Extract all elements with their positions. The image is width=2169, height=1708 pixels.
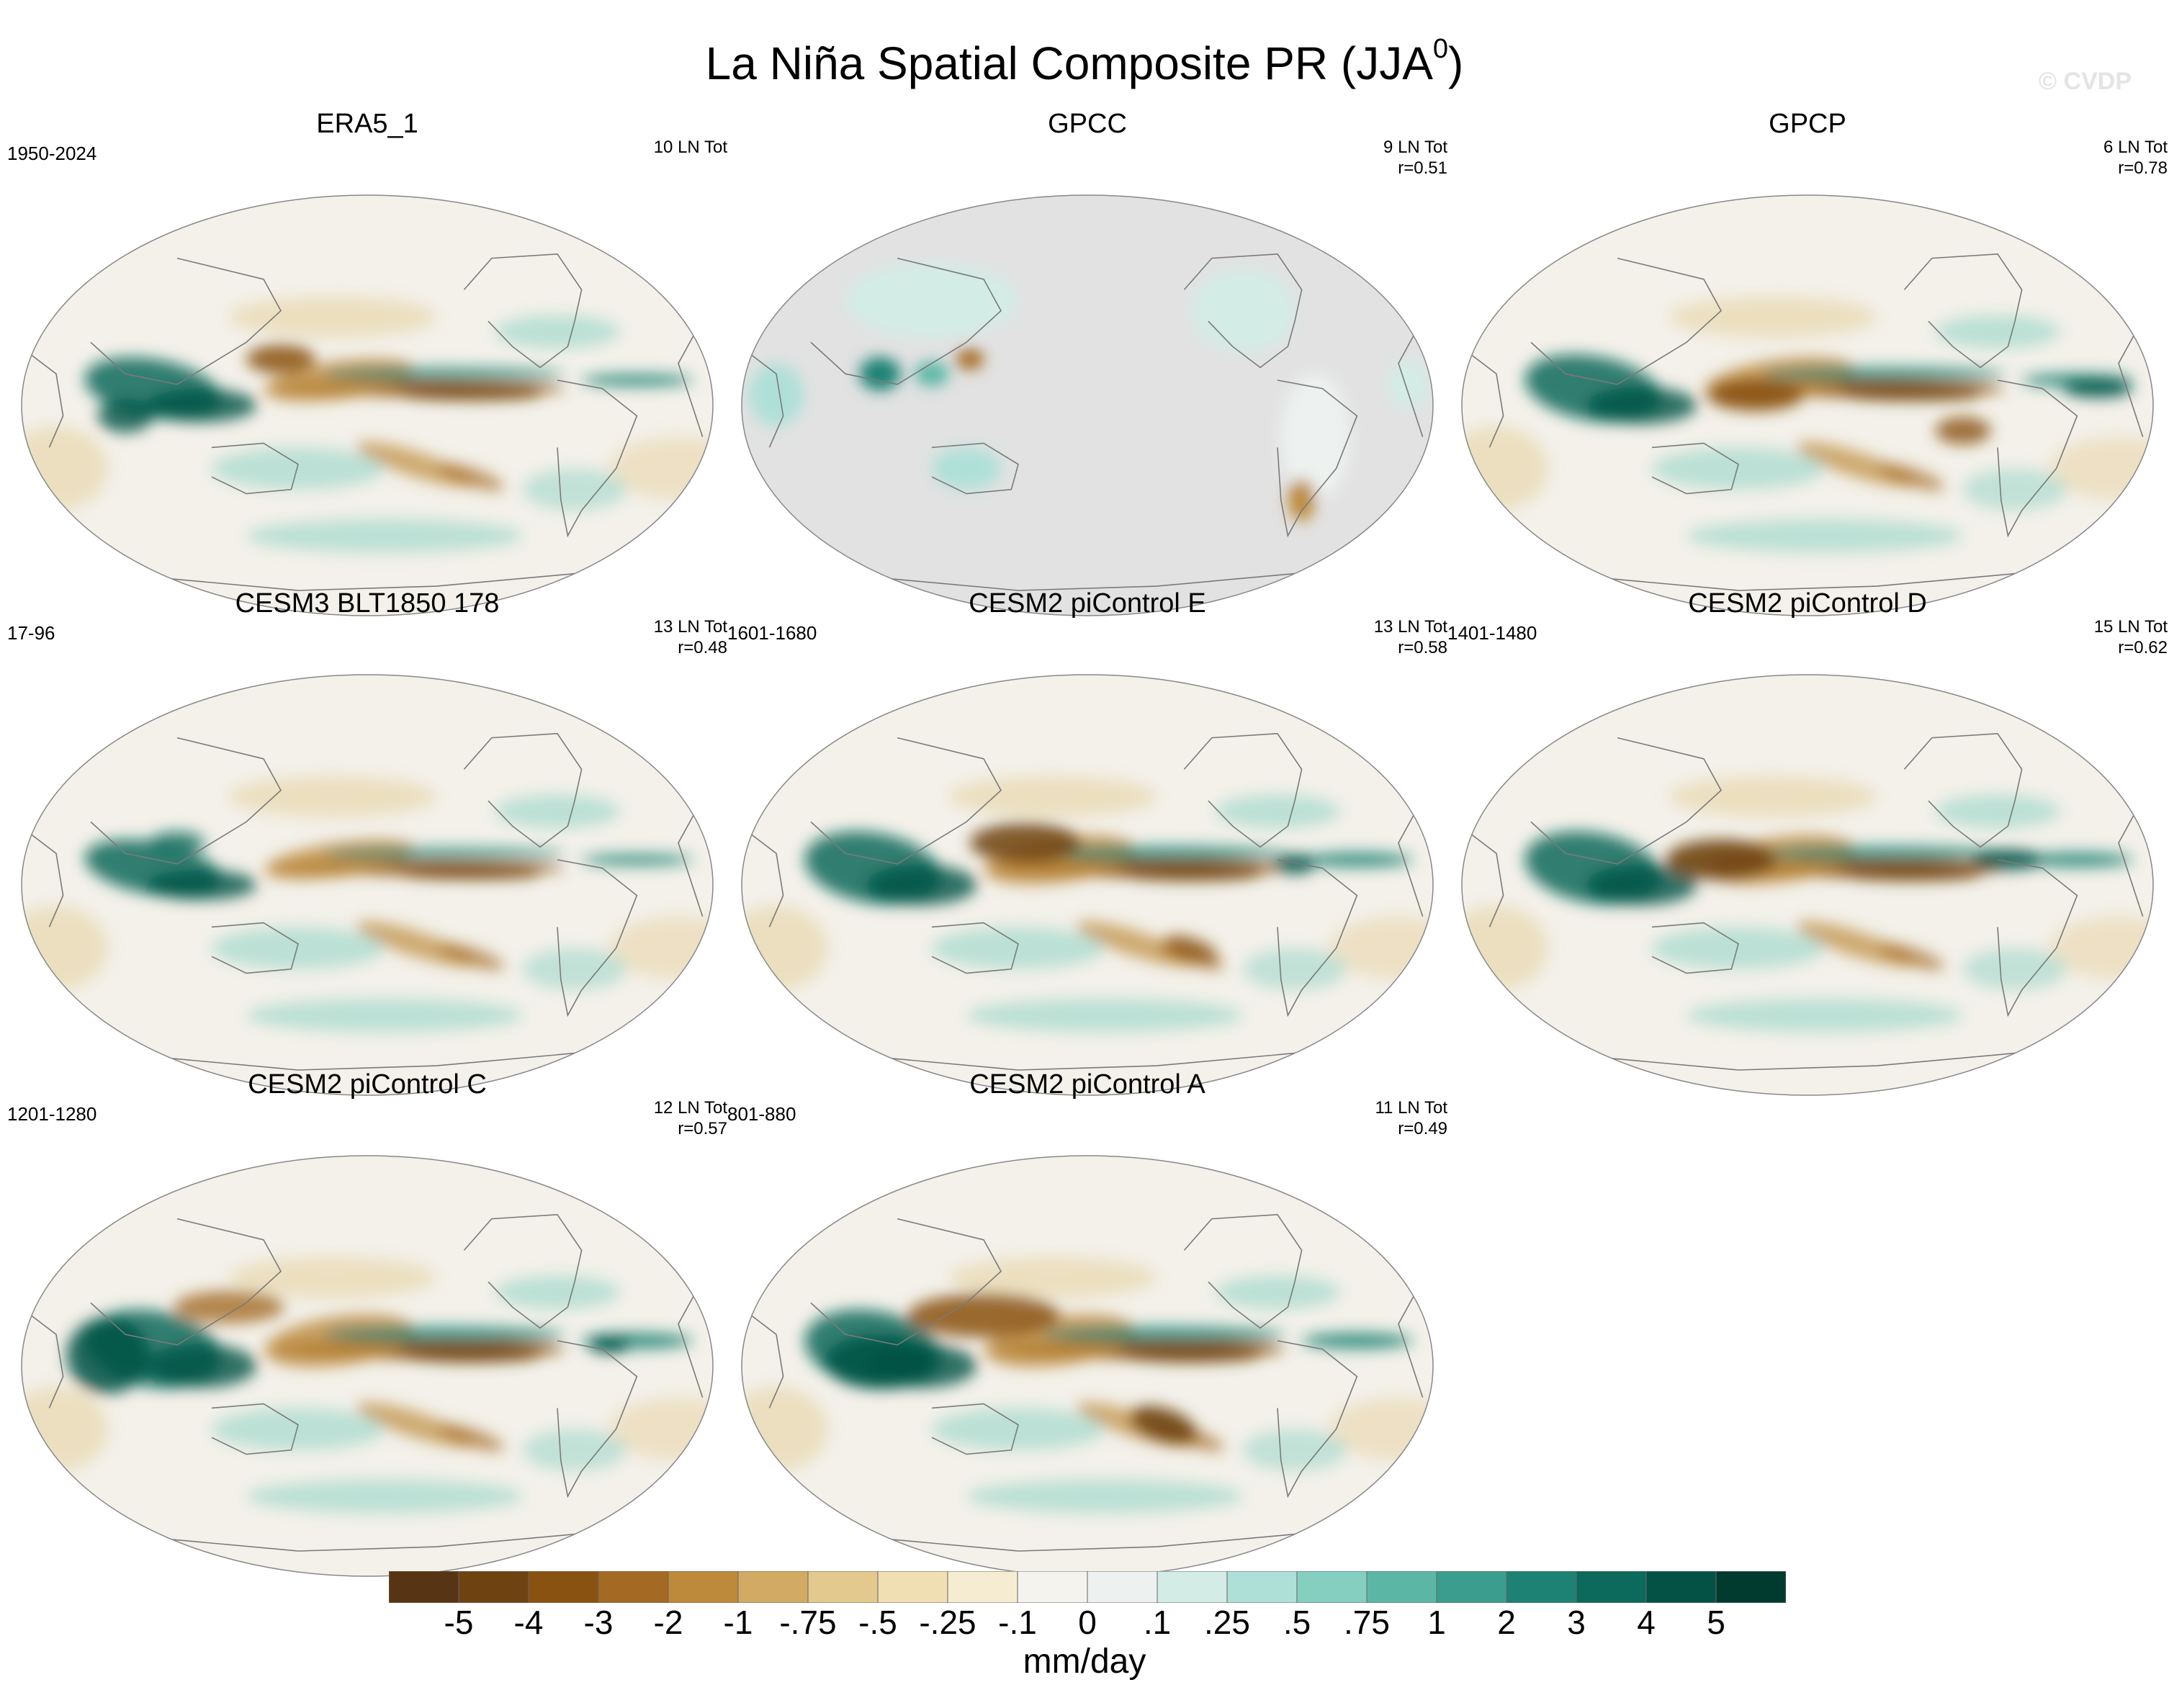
panel-stats: 10 LN Tot xyxy=(654,137,727,158)
panel-correlation: r=0.58 xyxy=(1398,638,1447,657)
colorbar-tick-label: -.25 xyxy=(919,1604,976,1641)
panel-period: 1401-1480 xyxy=(1447,622,1537,644)
colorbar-tick-label: .75 xyxy=(1344,1604,1390,1641)
panel-event-count: 15 LN Tot xyxy=(2093,617,2168,637)
colorbar-swatch xyxy=(1017,1571,1088,1603)
title-close: ) xyxy=(1448,37,1464,89)
colorbar-units: mm/day xyxy=(1023,1642,1146,1681)
panel-cesm2a: CESM2 piControl A 801-880 11 LN Tot r=0.4… xyxy=(727,1069,1447,1577)
panel-correlation: r=0.51 xyxy=(1398,158,1447,178)
colorbar-swatch xyxy=(947,1571,1018,1603)
colorbar-tick-label: 2 xyxy=(1497,1604,1516,1641)
colorbar-swatch xyxy=(1296,1571,1368,1603)
colorbar-tick-label: 0 xyxy=(1078,1604,1097,1641)
colorbar-swatch xyxy=(528,1571,599,1603)
panel-period: 1601-1680 xyxy=(727,622,817,644)
panel-title: GPCC xyxy=(1048,109,1127,139)
colorbar-swatch xyxy=(877,1571,948,1603)
panel-period: 1201-1280 xyxy=(7,1103,97,1125)
panel-title: CESM2 piControl D xyxy=(1688,588,1927,619)
panel-era5: ERA5_1 1950-2024 10 LN Tot xyxy=(7,108,727,616)
panel-stats: 9 LN Tot r=0.51 xyxy=(1383,137,1447,179)
colorbar-tick-label: -5 xyxy=(444,1604,474,1641)
title-text: La Niña Spatial Composite PR (JJA xyxy=(705,37,1433,89)
colorbar-swatch xyxy=(1645,1571,1717,1603)
map-gpcp xyxy=(1461,194,2154,616)
map-cesm2a xyxy=(741,1155,1434,1577)
colorbar-swatch xyxy=(389,1571,459,1603)
colorbar-tick-label: -2 xyxy=(653,1604,683,1641)
panel-stats: 11 LN Tot r=0.49 xyxy=(1375,1097,1447,1139)
colorbar-tick-label: .25 xyxy=(1204,1604,1250,1641)
map-gpcc xyxy=(741,194,1434,616)
colorbar-tick-label: 4 xyxy=(1637,1604,1656,1641)
panel-stats: 13 LN Tot r=0.58 xyxy=(1374,616,1447,658)
colorbar-swatch xyxy=(1576,1571,1647,1603)
panel-correlation: r=0.57 xyxy=(678,1119,727,1138)
colorbar-tick-label: -.75 xyxy=(779,1604,837,1641)
panel-title: CESM2 piControl C xyxy=(248,1069,487,1100)
panel-event-count: 6 LN Tot xyxy=(2103,138,2168,157)
panel-cesm2c: CESM2 piControl C 1201-1280 12 LN Tot r=0… xyxy=(7,1069,727,1577)
panel-event-count: 10 LN Tot xyxy=(653,138,727,157)
colorbar-swatch xyxy=(458,1571,529,1603)
panel-stats: 6 LN Tot r=0.78 xyxy=(2103,137,2168,179)
panel-period: 1950-2024 xyxy=(7,143,97,164)
colorbar-swatch xyxy=(1226,1571,1298,1603)
figure-title: La Niña Spatial Composite PR (JJA0) xyxy=(0,20,2169,92)
panel-stats: 13 LN Tot r=0.48 xyxy=(654,616,727,658)
panel-event-count: 9 LN Tot xyxy=(1383,138,1447,157)
colorbar-tick-label: -.1 xyxy=(998,1604,1037,1641)
panel-title: CESM2 piControl A xyxy=(969,1069,1205,1100)
cvdp-watermark: © CVDP xyxy=(2039,68,2132,95)
colorbar xyxy=(389,1571,1786,1603)
panel-correlation: r=0.78 xyxy=(2118,158,2168,178)
colorbar-swatch xyxy=(1087,1571,1158,1603)
panel-event-count: 11 LN Tot xyxy=(1375,1098,1447,1118)
colorbar-swatch xyxy=(1157,1571,1228,1603)
map-cesm2e xyxy=(741,674,1434,1096)
colorbar-swatch xyxy=(807,1571,879,1603)
panel-stats: 12 LN Tot r=0.57 xyxy=(654,1097,727,1139)
colorbar-tick-label: 5 xyxy=(1707,1604,1725,1641)
panel-stats: 15 LN Tot r=0.62 xyxy=(2094,616,2168,658)
map-cesm2c xyxy=(21,1155,714,1577)
colorbar-swatch xyxy=(1436,1571,1507,1603)
colorbar-tick-label: -4 xyxy=(513,1604,544,1641)
map-cesm2d xyxy=(1461,674,2154,1096)
panel-gpcp: GPCP 6 LN Tot r=0.78 xyxy=(1447,108,2168,616)
panel-cesm2d: CESM2 piControl D 1401-1480 15 LN Tot r=0… xyxy=(1447,588,2168,1096)
panel-title: ERA5_1 xyxy=(316,109,418,139)
colorbar-swatch xyxy=(668,1571,739,1603)
colorbar-tick-label: .5 xyxy=(1283,1604,1311,1641)
colorbar-tick-label: -.5 xyxy=(858,1604,897,1641)
panel-cesm3: CESM3 BLT1850 178 17-96 13 LN Tot r=0.48 xyxy=(7,588,727,1096)
colorbar-tick-label: -1 xyxy=(723,1604,753,1641)
colorbar-tick-label: 3 xyxy=(1567,1604,1586,1641)
colorbar-swatch xyxy=(1506,1571,1577,1603)
panel-title: CESM2 piControl E xyxy=(969,588,1206,619)
colorbar-swatch xyxy=(598,1571,669,1603)
colorbar-tick-label: 1 xyxy=(1427,1604,1446,1641)
map-cesm3 xyxy=(21,674,714,1096)
panel-correlation: r=0.49 xyxy=(1398,1119,1447,1138)
map-era5 xyxy=(21,194,714,616)
panel-event-count: 12 LN Tot xyxy=(653,1098,727,1118)
title-superscript: 0 xyxy=(1432,34,1449,64)
panel-correlation: r=0.48 xyxy=(678,638,727,657)
panel-event-count: 13 LN Tot xyxy=(653,617,727,637)
panel-period: 17-96 xyxy=(7,622,55,644)
colorbar-swatch xyxy=(1715,1571,1786,1603)
colorbar-tick-label: -3 xyxy=(583,1604,614,1641)
colorbar-swatch xyxy=(737,1571,809,1603)
panel-title: CESM3 BLT1850 178 xyxy=(235,588,500,619)
colorbar-tick-label: .1 xyxy=(1143,1604,1172,1641)
panel-correlation: r=0.62 xyxy=(2118,638,2168,657)
panel-event-count: 13 LN Tot xyxy=(1373,617,1447,637)
colorbar-swatch xyxy=(1366,1571,1437,1603)
panel-title: GPCP xyxy=(1769,109,1846,139)
panel-period: 801-880 xyxy=(727,1103,796,1125)
panel-gpcc: GPCC 9 LN Tot r=0.51 xyxy=(727,108,1447,616)
panel-cesm2e: CESM2 piControl E 1601-1680 13 LN Tot r=0… xyxy=(727,588,1447,1096)
